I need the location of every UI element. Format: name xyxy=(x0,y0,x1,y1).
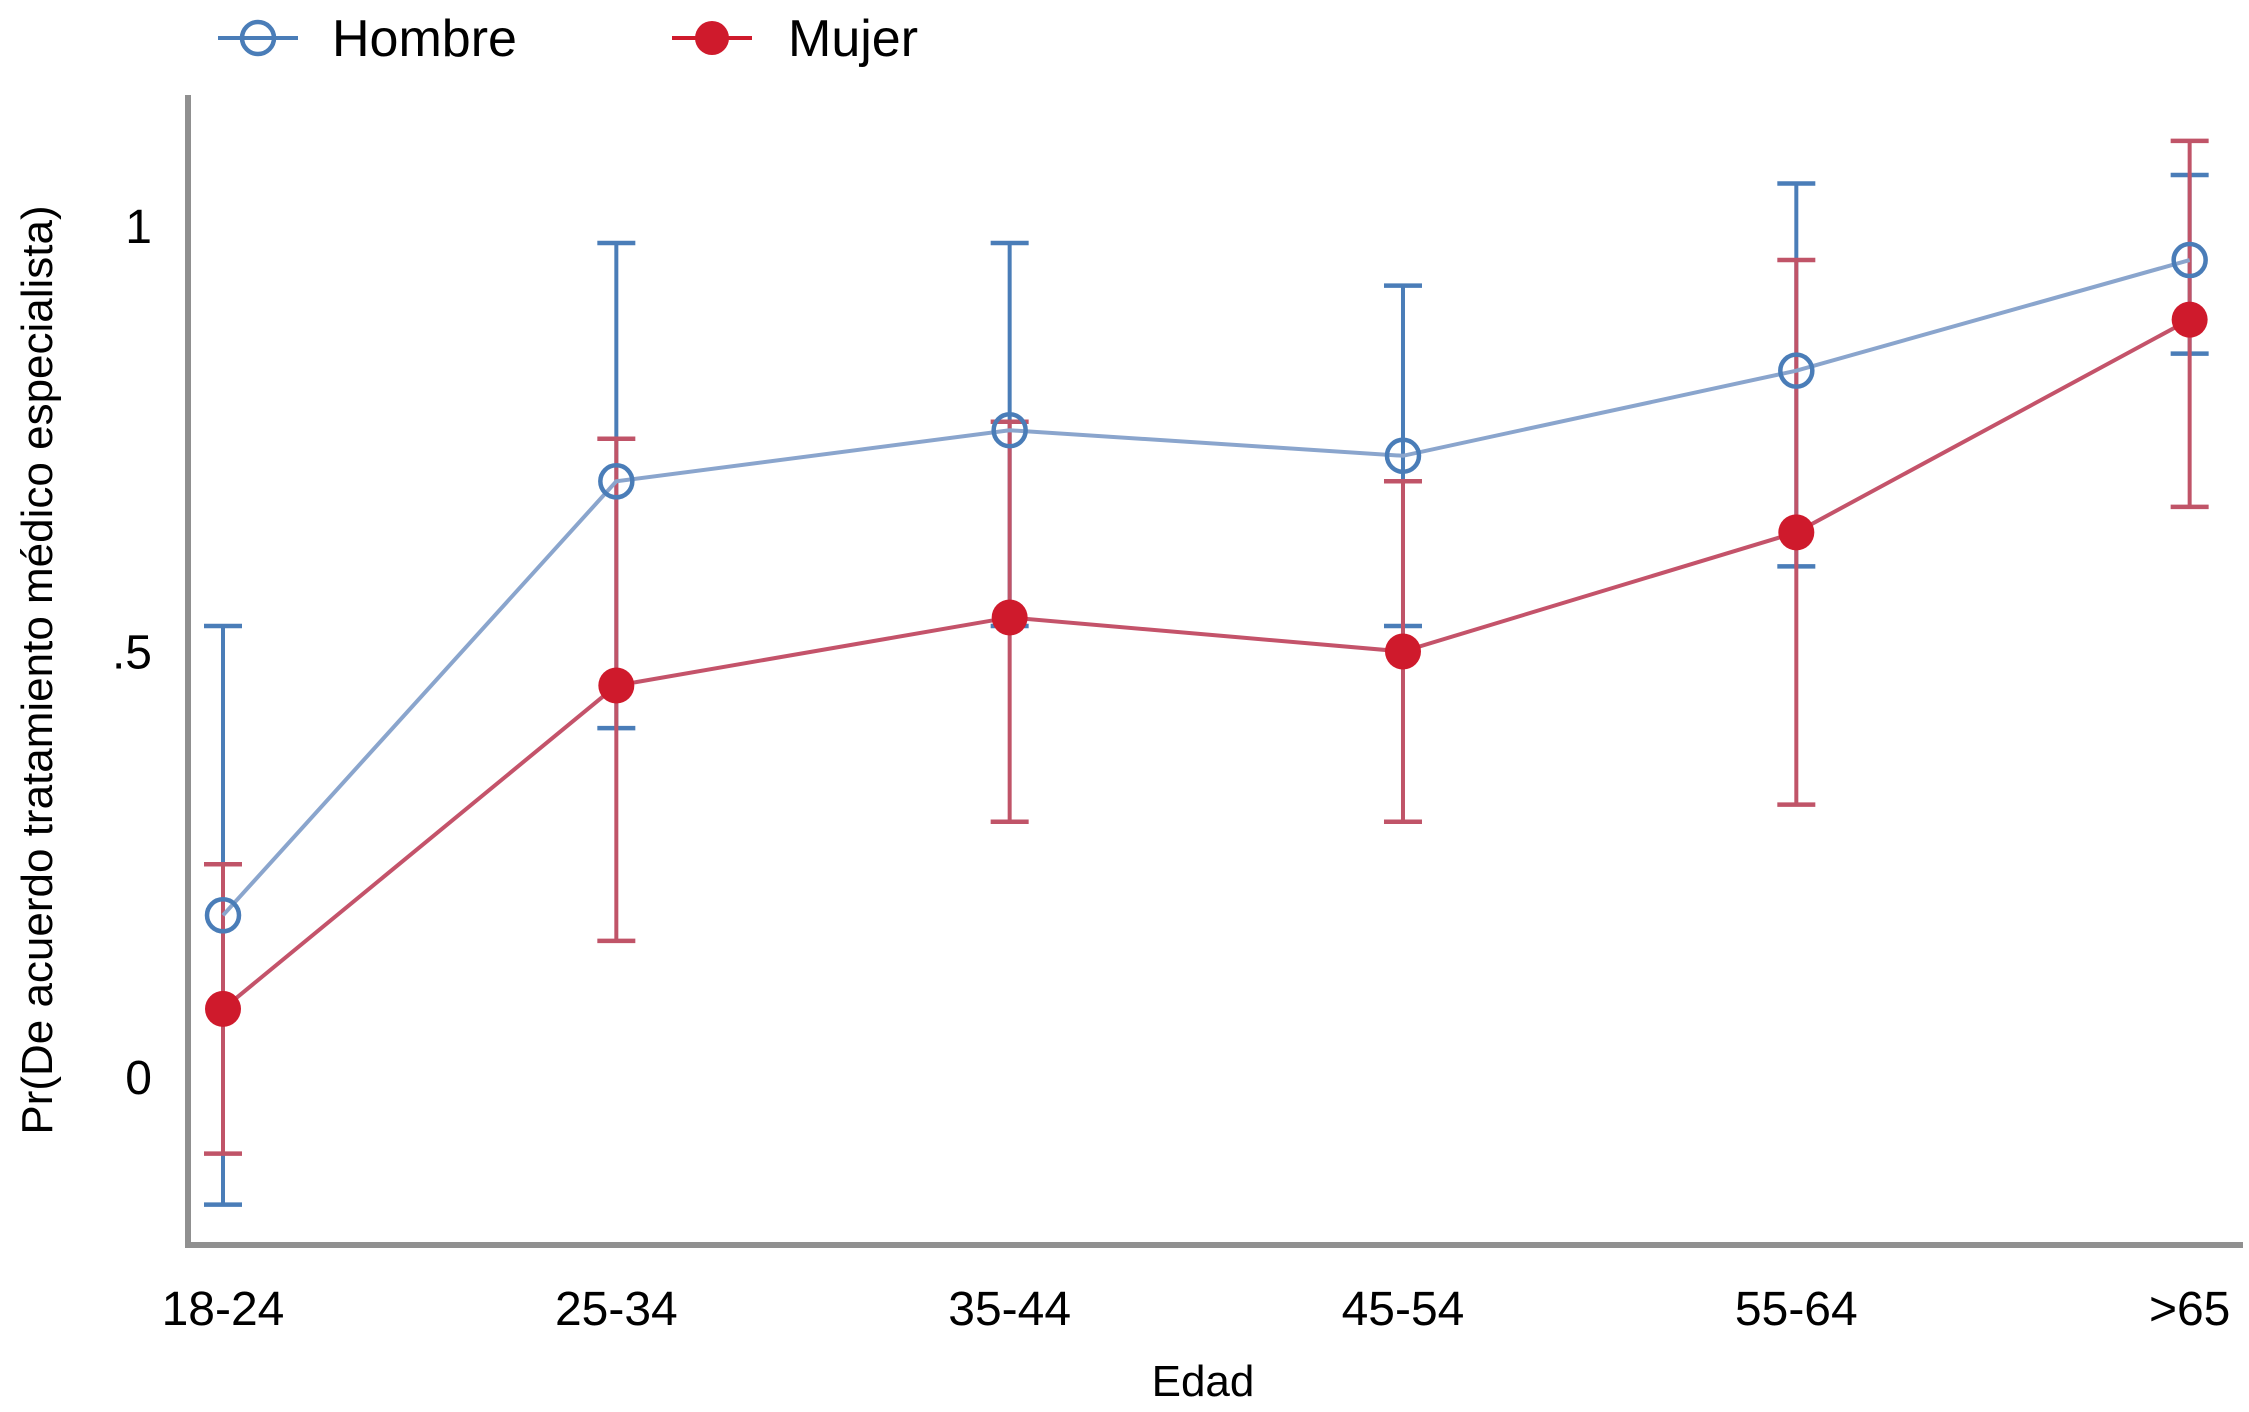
x-tick-label: 35-44 xyxy=(948,1283,1071,1336)
hombre-marker xyxy=(1778,352,1815,389)
mujer-marker xyxy=(2171,301,2208,338)
legend-label-hombre: Hombre xyxy=(332,10,517,68)
y-axis-title: Pr(De acuerdo tratamiento médico especia… xyxy=(13,205,62,1134)
y-tick-label: 1 xyxy=(125,201,152,254)
legend: Hombre Mujer xyxy=(218,10,918,68)
x-tick-label: 25-34 xyxy=(555,1283,678,1336)
mujer-series-line xyxy=(221,317,2191,1011)
hombre-marker xyxy=(2171,241,2208,279)
mujer-filled-circle-icon xyxy=(695,21,729,55)
mujer-marker xyxy=(205,990,241,1027)
mujer-marker xyxy=(991,599,1028,636)
legend-label-mujer: Mujer xyxy=(788,10,918,68)
x-tick-label: 55-64 xyxy=(1735,1283,1858,1336)
legend-item-mujer: Mujer xyxy=(672,10,918,68)
legend-item-hombre: Hombre xyxy=(218,10,517,68)
hombre-marker xyxy=(1384,437,1422,475)
hombre-marker xyxy=(991,411,1028,449)
x-tick-label: 18-24 xyxy=(162,1283,285,1336)
x-tick-label: 45-54 xyxy=(1342,1283,1465,1336)
y-tick-label: 0 xyxy=(125,1052,152,1105)
mujer-marker xyxy=(1384,633,1421,670)
hombre-series-line xyxy=(221,258,2191,917)
hombre-marker xyxy=(204,897,242,934)
y-tick-label: .5 xyxy=(112,627,152,680)
mujer-marker xyxy=(1778,514,1815,551)
x-axis-title: Edad xyxy=(1152,1357,1255,1406)
hombre-open-circle-icon xyxy=(239,19,277,57)
mujer-marker xyxy=(598,667,635,704)
hombre-marker xyxy=(598,463,635,500)
x-tick-label: >65 xyxy=(2149,1283,2230,1336)
plot-area: 0 .5 1 18-24 25-34 35-44 45-54 55-64 >65 xyxy=(112,138,2230,1336)
